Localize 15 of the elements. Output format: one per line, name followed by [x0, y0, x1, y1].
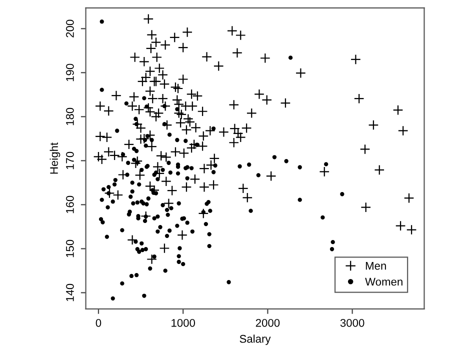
y-tick-label: 200: [66, 20, 74, 38]
x-tick-label: 3000: [340, 318, 364, 327]
y-tick-label: 170: [66, 152, 74, 170]
x-axis-title: Salary: [240, 334, 271, 345]
y-axis-title: Height: [50, 142, 60, 174]
x-tick-label: 1000: [172, 318, 196, 327]
y-tick-label: 190: [66, 64, 74, 82]
y-tick-label: 180: [66, 108, 74, 126]
legend-label: Men: [366, 262, 386, 270]
x-tick-label: 0: [96, 318, 102, 327]
y-tick-label: 140: [66, 284, 74, 302]
legend-label: Women: [365, 278, 402, 286]
x-tick-label: 2000: [256, 318, 280, 327]
y-tick-label: 160: [66, 196, 74, 214]
y-tick-label: 150: [66, 240, 74, 258]
